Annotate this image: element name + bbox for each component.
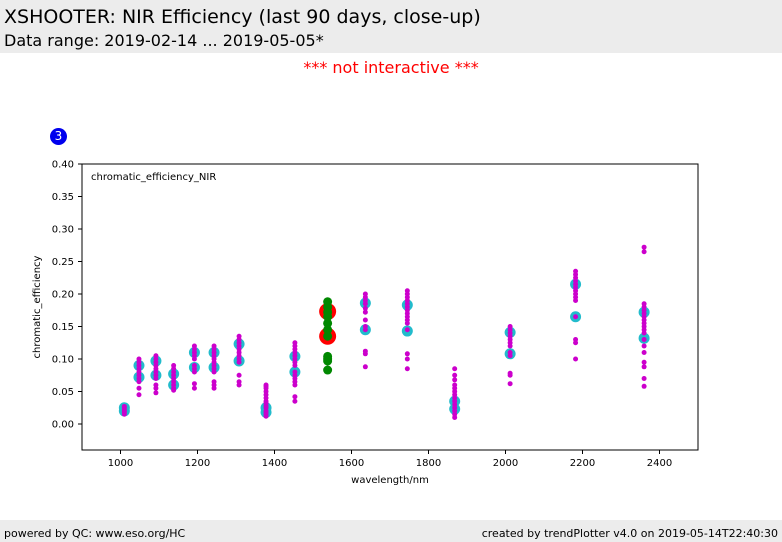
y-tick-label: 0.20: [52, 290, 74, 301]
data-point: [362, 305, 368, 311]
data-point: [292, 369, 298, 375]
data-point: [507, 324, 513, 329]
data-point: [236, 372, 242, 378]
data-point: [136, 392, 142, 398]
data-point: [452, 366, 458, 372]
x-tick-label: 1800: [416, 458, 441, 469]
footer-credit: powered by QC: www.eso.org/HC: [4, 527, 186, 540]
plot-area: [81, 163, 699, 451]
data-point: [641, 343, 647, 349]
data-point: [153, 382, 159, 388]
data-point: [171, 363, 177, 368]
data-point: [362, 309, 368, 315]
data-point: [191, 343, 197, 349]
footer-bar: [0, 520, 782, 542]
data-point: [404, 288, 410, 294]
data-point: [153, 390, 159, 396]
data-point: [362, 291, 368, 297]
selected-data-point: [323, 297, 333, 307]
not-interactive-notice: *** not interactive ***: [303, 58, 479, 77]
data-point: [641, 359, 647, 365]
selected-data-point: [323, 325, 333, 335]
data-point: [641, 337, 647, 342]
data-point: [452, 372, 458, 378]
y-tick-label: 0.30: [52, 225, 74, 236]
data-point: [191, 385, 197, 391]
x-tick-label: 2400: [647, 458, 672, 469]
data-point: [362, 324, 368, 329]
data-point: [191, 363, 197, 368]
data-point: [452, 377, 458, 383]
data-point: [121, 403, 127, 409]
x-tick-label: 1200: [185, 458, 210, 469]
data-point: [136, 385, 142, 391]
data-point: [507, 370, 513, 376]
data-point: [507, 350, 513, 355]
data-point: [404, 327, 410, 333]
data-point: [191, 381, 197, 387]
data-point: [641, 249, 647, 255]
y-tick-label: 0.15: [52, 322, 74, 333]
y-tick-label: 0.00: [52, 420, 74, 431]
data-point: [404, 356, 410, 362]
data-point: [641, 376, 647, 381]
data-point: [236, 333, 242, 339]
data-point: [573, 314, 579, 320]
data-point: [211, 379, 217, 385]
selected-data-point: [323, 365, 333, 375]
data-point: [573, 337, 579, 342]
data-point: [573, 356, 579, 362]
y-tick-label: 0.10: [52, 355, 74, 366]
data-point: [452, 382, 458, 388]
selected-data-point: [323, 318, 333, 328]
data-point: [292, 394, 298, 400]
data-points: [118, 244, 650, 420]
x-axis-label: wavelength/nm: [351, 475, 429, 486]
data-point: [573, 268, 579, 274]
data-point: [292, 398, 298, 404]
footer-created: created by trendPlotter v4.0 on 2019-05-…: [481, 527, 778, 540]
data-point: [362, 348, 368, 354]
chart-annotation: chromatic_efficiency_NIR: [91, 172, 216, 183]
y-axis-ticks: 0.00 0.05 0.10 0.15 0.20 0.25 0.30 0.35 0.40: [52, 160, 82, 431]
data-range-subtitle: Data range: 2019-02-14 ... 2019-05-05*: [4, 31, 324, 50]
x-tick-label: 1600: [339, 458, 364, 469]
data-point: [641, 383, 647, 389]
data-point: [641, 244, 647, 250]
selected-data-point: [323, 331, 333, 341]
data-point: [641, 301, 647, 307]
data-point: [136, 356, 142, 362]
data-point: [507, 381, 513, 387]
data-point: [641, 350, 647, 355]
data-point: [404, 366, 410, 372]
plot-number-badge: 3: [50, 128, 67, 145]
data-point: [211, 343, 217, 349]
x-tick-label: 1400: [262, 458, 287, 469]
header-bar: [0, 0, 782, 53]
y-axis-label: chromatic_efficiency: [32, 255, 43, 358]
data-point: [292, 340, 298, 346]
data-point: [153, 353, 159, 359]
y-tick-label: 0.05: [52, 387, 74, 398]
y-tick-label: 0.40: [52, 160, 74, 171]
data-point: [236, 379, 242, 385]
data-point: [362, 317, 368, 323]
data-point: [263, 382, 269, 388]
y-tick-label: 0.25: [52, 257, 74, 268]
x-tick-label: 1000: [108, 458, 133, 469]
x-tick-label: 2200: [570, 458, 595, 469]
data-point: [404, 351, 410, 357]
selected-data-point: [323, 351, 333, 361]
data-point: [362, 364, 368, 370]
data-point: [641, 364, 647, 370]
y-tick-label: 0.35: [52, 192, 74, 203]
x-tick-label: 2000: [493, 458, 518, 469]
page-title: XSHOOTER: NIR Efficiency (last 90 days, …: [4, 6, 481, 28]
x-axis-ticks: 1000 1200 1400 1600 1800 2000 2200 2400: [108, 450, 672, 469]
